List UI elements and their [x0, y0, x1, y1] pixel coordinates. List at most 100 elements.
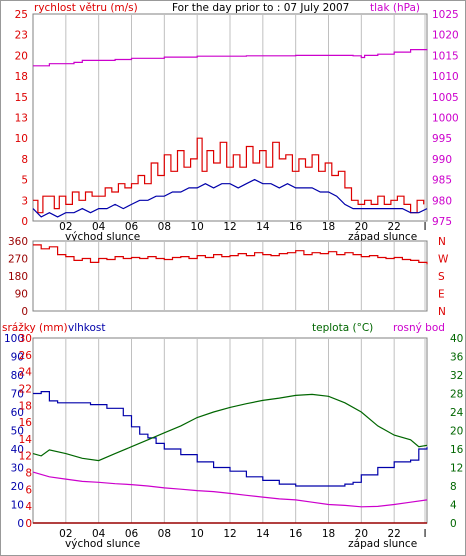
wind-y-tick-label: 23 [15, 30, 28, 42]
humidity-y-tick-label: 60 [11, 407, 24, 419]
temperature-y-tick-label: 20 [450, 426, 463, 438]
wind-y-tick-label: 13 [15, 113, 28, 125]
wind-panel-sunset-label: západ slunce [348, 231, 417, 243]
temp-panel-x-tick-label: 12 [223, 528, 236, 540]
gust-line [33, 137, 425, 214]
pressure-y-tick-label: 1000 [432, 113, 459, 125]
temp-panel-x-tick-label: 18 [322, 528, 335, 540]
pressure-axis-title: tlak (hPa) [370, 2, 420, 14]
temp-panel-sunrise-label: východ slunce [65, 538, 140, 550]
wind-panel-x-tick-label: 20 [355, 221, 368, 233]
pressure-y-tick-label: 1025 [432, 9, 459, 21]
temperature-line [32, 393, 428, 462]
wind-direction-line [33, 244, 428, 265]
temperature-y-tick-label: 28 [450, 389, 463, 401]
humidity-y-tick-label: 20 [11, 481, 24, 493]
wind-panel-x-tick-label: 12 [223, 221, 236, 233]
precip-y-tick-label: 26 [19, 350, 33, 362]
direction-y-tick-label: 90 [15, 289, 28, 301]
temp-panel-x-tick-label: 02 [59, 528, 72, 540]
precip-y-tick-label: 30 [19, 333, 32, 345]
wind-y-tick-label: 8 [21, 154, 28, 166]
chart-date-title: For the day prior to : 07 July 2007 [172, 2, 349, 14]
temperature-y-tick-label: 32 [450, 370, 463, 382]
compass-tick-label: W [438, 254, 449, 266]
humidity-temperature-panel: 0102030405060708090100046812141618222426… [4, 333, 464, 550]
compass-tick-label: N [438, 236, 446, 248]
temp-panel-x-tick-label: 10 [190, 528, 203, 540]
wind-panel-x-tick-label: 02 [59, 221, 72, 233]
precip-axis-title: srážky (mm) [2, 322, 68, 334]
temperature-y-tick-label: 8 [450, 481, 457, 493]
wind-axis-title: rychlost větru (m/s) [34, 2, 138, 14]
temp-panel-x-tick-label: 06 [125, 528, 139, 540]
wind-panel-x-tick-label: 22 [387, 221, 400, 233]
wind-panel-x-tick-label: 18 [322, 221, 335, 233]
temperature-y-tick-label: 4 [450, 500, 457, 512]
temp-panel-x-tick-label: 20 [355, 528, 368, 540]
pressure-y-tick-label: 1020 [432, 30, 459, 42]
temp-panel-sunset-label: západ slunce [348, 538, 417, 550]
direction-y-tick-label: 180 [8, 271, 28, 283]
precip-y-tick-label: 4 [25, 501, 32, 513]
wind-y-tick-label: 20 [15, 50, 28, 62]
humidity-y-tick-label: 100 [4, 333, 24, 345]
dew_point-line [32, 471, 428, 508]
temp-panel-x-tick-label: 08 [158, 528, 171, 540]
pressure-y-tick-label: 1015 [432, 50, 459, 62]
wind-y-tick-label: 25 [15, 9, 28, 21]
pressure-y-tick-label: 985 [432, 175, 452, 187]
pressure-y-tick-label: 1010 [432, 71, 459, 83]
compass-tick-label: N [438, 306, 446, 318]
humidity-y-tick-label: 0 [17, 518, 24, 530]
temperature-y-tick-label: 16 [450, 444, 464, 456]
dew-point-axis-title: rosný bod [393, 322, 445, 334]
wind-panel-x-tick-label: 06 [125, 221, 139, 233]
pressure-y-tick-label: 1005 [432, 92, 459, 104]
temperature-y-tick-label: 12 [450, 463, 463, 475]
temp-panel-x-tick-label: 16 [289, 528, 303, 540]
compass-tick-label: S [438, 271, 445, 283]
temp-panel-x-tick-label: 04 [92, 528, 106, 540]
wind-panel-x-tick-label: 08 [158, 221, 171, 233]
temp-panel-x-tick-label: 14 [256, 528, 270, 540]
pressure-y-tick-label: 980 [432, 195, 452, 207]
wind-y-tick-label: 3 [21, 195, 28, 207]
wind-panel-x-tick-label: 04 [92, 221, 106, 233]
humidity-y-tick-label: 80 [11, 370, 24, 382]
temp-panel-x-tick-label: I [423, 528, 426, 540]
wind-pressure-panel: 0358101315182023259759809859909951000100… [15, 9, 459, 243]
mean_wind-line [32, 178, 428, 218]
temp-panel-x-tick-label: 22 [387, 528, 400, 540]
humidity-line [33, 391, 428, 487]
temperature-y-tick-label: 0 [450, 518, 457, 530]
precip-y-tick-label: 14 [19, 434, 33, 446]
temperature-y-tick-label: 40 [450, 333, 463, 345]
direction-y-tick-label: 0 [21, 306, 28, 318]
humidity-y-tick-label: 70 [11, 389, 24, 401]
pressure-line [33, 49, 428, 67]
precip-y-tick-label: 16 [19, 417, 33, 429]
wind-panel-x-tick-label: 14 [256, 221, 270, 233]
precip-y-tick-label: 6 [25, 484, 32, 496]
wind-panel-x-tick-label: I [423, 221, 426, 233]
direction-y-tick-label: 360 [8, 236, 28, 248]
wind-y-tick-label: 5 [21, 175, 28, 187]
humidity-y-tick-label: 10 [11, 500, 24, 512]
compass-tick-label: E [438, 289, 445, 301]
direction-y-tick-label: 270 [8, 254, 28, 266]
precip-y-tick-label: 8 [25, 468, 32, 480]
humidity-y-tick-label: 50 [11, 426, 24, 438]
precip-y-tick-label: 18 [19, 400, 32, 412]
humidity-axis-title: vlhkost [68, 322, 106, 334]
precip-y-tick-label: 22 [19, 383, 32, 395]
humidity-y-tick-label: 40 [11, 444, 24, 456]
pressure-y-tick-label: 990 [432, 154, 452, 166]
wind-y-tick-label: 0 [21, 216, 28, 228]
pressure-y-tick-label: 995 [432, 133, 452, 145]
precip-y-tick-label: 0 [25, 518, 32, 530]
wind-panel-x-tick-label: 10 [190, 221, 203, 233]
